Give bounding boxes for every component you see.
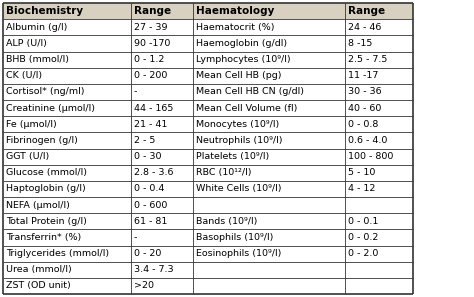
Bar xyxy=(3,3,413,294)
Text: Haematocrit (%): Haematocrit (%) xyxy=(196,23,274,32)
Text: Haptoglobin (g/l): Haptoglobin (g/l) xyxy=(6,184,86,193)
Bar xyxy=(193,3,345,19)
Text: 4 - 12: 4 - 12 xyxy=(348,184,375,193)
Text: White Cells (10⁹/l): White Cells (10⁹/l) xyxy=(196,184,282,193)
Text: 40 - 60: 40 - 60 xyxy=(348,104,382,113)
Text: Glucose (mmol/l): Glucose (mmol/l) xyxy=(6,168,87,177)
Text: Biochemistry: Biochemistry xyxy=(6,6,83,16)
Text: 90 -170: 90 -170 xyxy=(134,39,170,48)
Text: Total Protein (g/l): Total Protein (g/l) xyxy=(6,217,87,226)
Text: NEFA (μmol/l): NEFA (μmol/l) xyxy=(6,200,70,210)
Text: >20: >20 xyxy=(134,282,154,290)
Text: Cortisol* (ng/ml): Cortisol* (ng/ml) xyxy=(6,87,84,97)
Text: Fe (μmol/l): Fe (μmol/l) xyxy=(6,120,57,129)
Text: 2 - 5: 2 - 5 xyxy=(134,136,155,145)
Text: 24 - 46: 24 - 46 xyxy=(348,23,382,32)
Text: 0 - 600: 0 - 600 xyxy=(134,200,167,210)
Text: 61 - 81: 61 - 81 xyxy=(134,217,167,226)
Text: Transferrin* (%): Transferrin* (%) xyxy=(6,233,81,242)
Text: 100 - 800: 100 - 800 xyxy=(348,152,393,161)
Text: 21 - 41: 21 - 41 xyxy=(134,120,167,129)
Text: Fibrinogen (g/l): Fibrinogen (g/l) xyxy=(6,136,78,145)
Text: 0 - 0.8: 0 - 0.8 xyxy=(348,120,378,129)
Text: Haemoglobin (g/dl): Haemoglobin (g/dl) xyxy=(196,39,287,48)
Text: -: - xyxy=(134,87,137,97)
Text: 0 - 30: 0 - 30 xyxy=(134,152,162,161)
Text: 30 - 36: 30 - 36 xyxy=(348,87,382,97)
Text: Haematology: Haematology xyxy=(196,6,274,16)
Text: CK (U/l): CK (U/l) xyxy=(6,71,42,80)
Text: Lymphocytes (10⁹/l): Lymphocytes (10⁹/l) xyxy=(196,55,291,64)
Text: 0 - 200: 0 - 200 xyxy=(134,71,167,80)
Text: Monocytes (10⁹/l): Monocytes (10⁹/l) xyxy=(196,120,279,129)
Text: 0 - 2.0: 0 - 2.0 xyxy=(348,249,378,258)
Text: 8 -15: 8 -15 xyxy=(348,39,373,48)
Text: 3.4 - 7.3: 3.4 - 7.3 xyxy=(134,265,173,274)
Text: 0 - 0.2: 0 - 0.2 xyxy=(348,233,378,242)
Text: -: - xyxy=(134,233,137,242)
Text: Range: Range xyxy=(348,6,385,16)
Text: Platelets (10⁹/l): Platelets (10⁹/l) xyxy=(196,152,269,161)
Text: 2.5 - 7.5: 2.5 - 7.5 xyxy=(348,55,387,64)
Bar xyxy=(345,3,413,19)
Bar xyxy=(3,3,131,19)
Bar xyxy=(131,3,193,19)
Text: Basophils (10⁹/l): Basophils (10⁹/l) xyxy=(196,233,273,242)
Text: 27 - 39: 27 - 39 xyxy=(134,23,167,32)
Text: 2.8 - 3.6: 2.8 - 3.6 xyxy=(134,168,173,177)
Text: Albumin (g/l): Albumin (g/l) xyxy=(6,23,67,32)
Text: Creatinine (μmol/l): Creatinine (μmol/l) xyxy=(6,104,95,113)
Text: 0 - 0.1: 0 - 0.1 xyxy=(348,217,378,226)
Text: 11 -17: 11 -17 xyxy=(348,71,378,80)
Text: ALP (U/l): ALP (U/l) xyxy=(6,39,47,48)
Text: Mean Cell HB (pg): Mean Cell HB (pg) xyxy=(196,71,282,80)
Text: Mean Cell Volume (fl): Mean Cell Volume (fl) xyxy=(196,104,297,113)
Text: Urea (mmol/l): Urea (mmol/l) xyxy=(6,265,72,274)
Text: ZST (OD unit): ZST (OD unit) xyxy=(6,282,71,290)
Text: Range: Range xyxy=(134,6,171,16)
Text: Eosinophils (10⁹/l): Eosinophils (10⁹/l) xyxy=(196,249,282,258)
Text: 0 - 20: 0 - 20 xyxy=(134,249,161,258)
Text: Bands (10⁹/l): Bands (10⁹/l) xyxy=(196,217,257,226)
Text: Neutrophils (10⁹/l): Neutrophils (10⁹/l) xyxy=(196,136,283,145)
Text: RBC (10¹²/l): RBC (10¹²/l) xyxy=(196,168,252,177)
Text: 0.6 - 4.0: 0.6 - 4.0 xyxy=(348,136,387,145)
Text: 0 - 0.4: 0 - 0.4 xyxy=(134,184,164,193)
Text: Triglycerides (mmol/l): Triglycerides (mmol/l) xyxy=(6,249,109,258)
Text: 44 - 165: 44 - 165 xyxy=(134,104,173,113)
Text: GGT (U/l): GGT (U/l) xyxy=(6,152,49,161)
Text: 0 - 1.2: 0 - 1.2 xyxy=(134,55,164,64)
Text: 5 - 10: 5 - 10 xyxy=(348,168,375,177)
Text: Mean Cell HB CN (g/dl): Mean Cell HB CN (g/dl) xyxy=(196,87,304,97)
Text: BHB (mmol/l): BHB (mmol/l) xyxy=(6,55,69,64)
